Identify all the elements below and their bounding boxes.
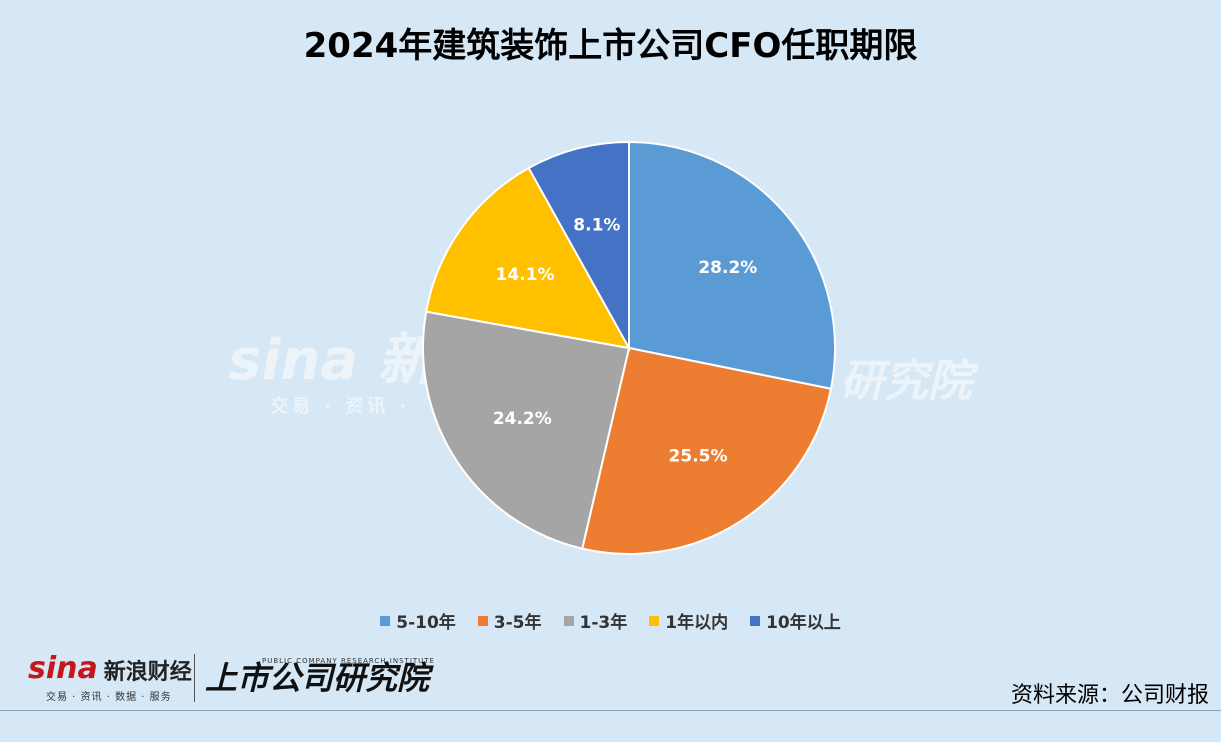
sina-finance-tagline: 交易 · 资讯 · 数据 · 服务 xyxy=(46,692,172,703)
slice-label-5: 8.1% xyxy=(573,215,620,235)
chart-title: 2024年建筑装饰上市公司CFO任职期限 xyxy=(303,26,918,66)
legend-swatch xyxy=(750,615,761,626)
research-institute-logo: 上市公司研究院 xyxy=(205,659,430,697)
research-institute-english: PUBLIC COMPANY RESEARCH INSTITUTE xyxy=(262,657,435,665)
brand-divider xyxy=(194,654,195,702)
legend-item-2: 3-5年 xyxy=(477,608,542,633)
legend-swatch xyxy=(563,615,574,626)
legend-label: 3-5年 xyxy=(493,613,542,633)
footer-divider xyxy=(0,710,1221,711)
legend-label: 5-10年 xyxy=(396,613,456,633)
sina-logo: sina xyxy=(28,651,98,686)
slice-label-2: 25.5% xyxy=(669,446,728,466)
legend-swatch xyxy=(649,615,660,626)
legend-label: 10年以上 xyxy=(766,613,841,633)
pie-slice-1 xyxy=(628,140,836,390)
legend-swatch xyxy=(477,615,488,626)
slice-label-3: 24.2% xyxy=(493,409,552,429)
pie-slice-4 xyxy=(425,166,631,350)
pie-slice-3 xyxy=(422,310,631,550)
legend-label: 1-3年 xyxy=(579,613,628,633)
legend-item-1: 5-10年 xyxy=(380,608,456,633)
legend-item-4: 1年以内 xyxy=(649,608,728,633)
data-source: 资料来源：公司财报 xyxy=(1010,683,1209,708)
sina-watermark-sub: 交易 · 资讯 · xyxy=(270,396,411,417)
pie-slice-2 xyxy=(581,346,833,555)
sina-finance-brand: sina 新浪财经 xyxy=(28,654,192,684)
slice-label-1: 28.2% xyxy=(698,258,757,278)
research-watermark: 研究院 xyxy=(840,356,972,407)
legend-swatch xyxy=(380,615,391,626)
legend-item-3: 1-3年 xyxy=(563,608,628,633)
slice-label-4: 14.1% xyxy=(496,265,555,285)
legend-label: 1年以内 xyxy=(665,613,729,633)
sina-finance-name: 新浪财经 xyxy=(103,660,192,685)
legend-item-5: 10年以上 xyxy=(750,608,841,633)
chart-legend: 5-10年 3-5年 1-3年 1年以内 10年以上 xyxy=(0,608,1221,633)
pie-slice-5 xyxy=(527,140,630,352)
